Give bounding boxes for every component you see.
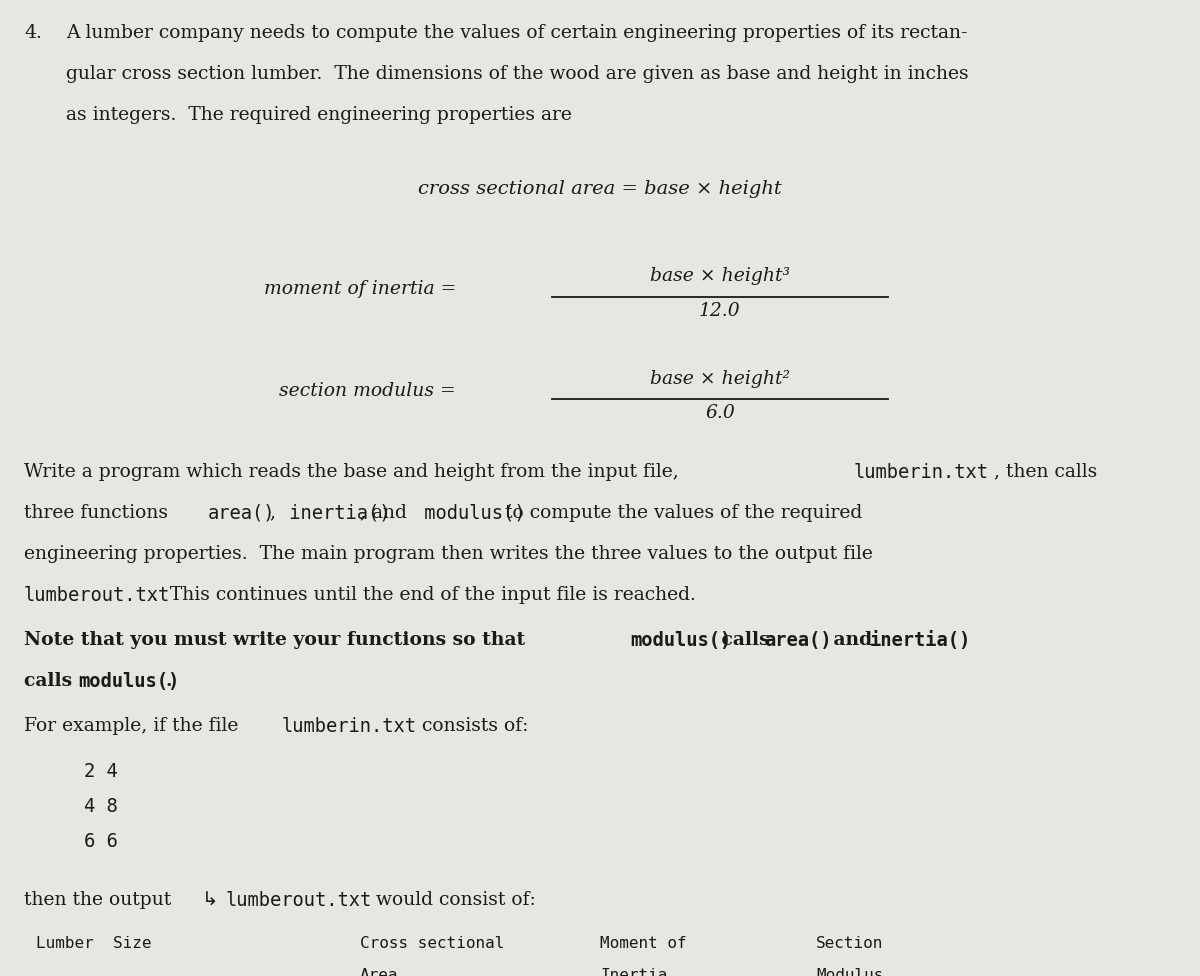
Text: engineering properties.  The main program then writes the three values to the ou: engineering properties. The main program… [24,545,872,562]
Text: A lumber company needs to compute the values of certain engineering properties o: A lumber company needs to compute the va… [66,24,967,42]
Text: inertia(): inertia() [278,504,391,522]
Text: then the output: then the output [24,891,178,909]
Text: base × height³: base × height³ [650,267,790,285]
Text: to compute the values of the required: to compute the values of the required [499,504,863,521]
Text: Cross sectional: Cross sectional [360,936,504,951]
Text: For example, if the file: For example, if the file [24,716,245,735]
Text: .  This continues until the end of the input file is reached.: . This continues until the end of the in… [152,586,696,603]
Text: Lumber  Size: Lumber Size [36,936,151,951]
Text: as integers.  The required engineering properties are: as integers. The required engineering pr… [66,106,572,124]
Text: , then calls: , then calls [994,463,1097,480]
Text: section modulus =: section modulus = [280,383,456,400]
Text: lumberout.txt: lumberout.txt [24,586,170,604]
Text: 12.0: 12.0 [700,302,740,319]
Text: calls: calls [715,630,776,649]
Text: Moment of: Moment of [600,936,686,951]
Text: would consist of:: would consist of: [370,891,535,909]
Text: and: and [827,630,878,649]
Text: 6.0: 6.0 [706,404,734,422]
Text: modulus(): modulus() [78,671,179,691]
Text: consists of:: consists of: [416,716,529,735]
Text: calls: calls [24,671,79,690]
Text: 2 4: 2 4 [84,762,118,781]
Text: ,: , [269,504,275,521]
Text: Modulus: Modulus [816,968,883,976]
Text: Area: Area [360,968,398,976]
Text: area(): area() [764,630,832,650]
Text: lumberin.txt: lumberin.txt [282,716,418,736]
Text: 4 8: 4 8 [84,796,118,816]
Text: lumberout.txt: lumberout.txt [226,891,372,910]
Text: modulus(): modulus() [630,630,731,650]
Text: .: . [166,671,172,690]
Text: moment of inertia =: moment of inertia = [264,280,456,298]
Text: Section: Section [816,936,883,951]
Text: 4.: 4. [24,24,42,42]
Text: modulus(): modulus() [413,504,526,522]
Text: gular cross section lumber.  The dimensions of the wood are given as base and he: gular cross section lumber. The dimensio… [66,65,968,83]
Text: base × height²: base × height² [650,370,790,387]
Text: Note that you must write your functions so that: Note that you must write your functions … [24,630,532,649]
Text: 6 6: 6 6 [84,832,118,850]
Text: ↳: ↳ [202,891,218,910]
Text: three functions: three functions [24,504,174,521]
Text: Write a program which reads the base and height from the input file,: Write a program which reads the base and… [24,463,685,480]
Text: , and: , and [360,504,407,521]
Text: area(): area() [208,504,275,522]
Text: lumberin.txt: lumberin.txt [853,463,989,481]
Text: cross sectional area = base × height: cross sectional area = base × height [418,180,782,197]
Text: inertia(): inertia() [870,630,971,650]
Text: Inertia: Inertia [600,968,667,976]
